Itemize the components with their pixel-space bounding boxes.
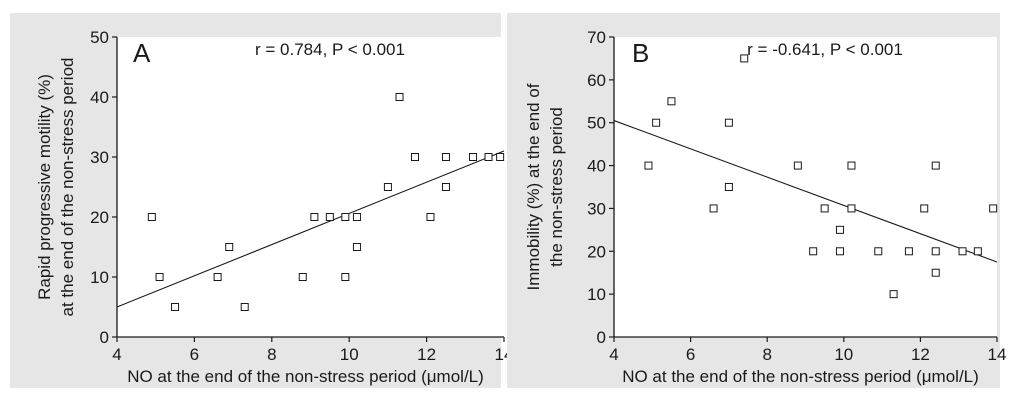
y-axis-label: the non-stress period bbox=[547, 107, 566, 267]
data-point bbox=[724, 118, 733, 127]
data-point bbox=[171, 303, 180, 311]
y-tick-label: 30 bbox=[90, 148, 109, 167]
x-tick-label: 6 bbox=[190, 345, 199, 364]
plot-area bbox=[614, 37, 997, 337]
data-point bbox=[352, 213, 361, 221]
y-tick-label: 20 bbox=[90, 208, 109, 227]
x-tick-label: 8 bbox=[762, 345, 771, 364]
data-point bbox=[904, 247, 913, 256]
data-point bbox=[298, 273, 307, 281]
y-tick-label: 60 bbox=[587, 71, 606, 90]
data-point bbox=[740, 54, 749, 63]
data-point bbox=[920, 204, 929, 213]
regression-line bbox=[613, 120, 998, 263]
data-point bbox=[989, 204, 998, 213]
data-point bbox=[931, 247, 940, 256]
data-point bbox=[889, 290, 898, 299]
x-tick-label: 4 bbox=[112, 345, 121, 364]
data-point bbox=[441, 183, 450, 191]
y-tick-label: 0 bbox=[597, 328, 606, 347]
y-tick-label: 50 bbox=[587, 114, 606, 133]
correlation-annotation: r = 0.784, P < 0.001 bbox=[255, 40, 405, 59]
data-point bbox=[213, 273, 222, 281]
correlation-annotation: r = -0.641, P < 0.001 bbox=[747, 40, 903, 59]
data-point bbox=[325, 213, 334, 221]
y-axis-label: Rapid progressive motility (%) bbox=[35, 74, 54, 300]
data-point bbox=[809, 247, 818, 256]
data-point bbox=[667, 97, 676, 106]
regression-line bbox=[116, 150, 505, 308]
y-axis-label: Immobility (%) at the end of bbox=[524, 83, 543, 290]
data-point bbox=[973, 247, 982, 256]
data-point bbox=[496, 153, 505, 161]
panel-label: B bbox=[632, 38, 649, 68]
data-point bbox=[793, 161, 802, 170]
data-point bbox=[820, 204, 829, 213]
y-tick-label: 70 bbox=[587, 28, 606, 47]
chart-panel-b: 0 10 20 30 40 50 60 70 4 6 8 10 12 14 NO at the end of… bbox=[507, 13, 1006, 388]
x-tick-label: 6 bbox=[686, 345, 695, 364]
data-point bbox=[341, 213, 350, 221]
x-tick-label: 8 bbox=[267, 345, 276, 364]
data-point bbox=[383, 183, 392, 191]
x-axis-label: NO at the end of the non-stress period (… bbox=[622, 367, 979, 386]
data-point bbox=[352, 243, 361, 251]
data-point bbox=[847, 161, 856, 170]
y-tick-label: 50 bbox=[90, 28, 109, 47]
data-point bbox=[847, 204, 856, 213]
x-tick-label: 14 bbox=[988, 345, 1007, 364]
y-tick-label: 30 bbox=[587, 199, 606, 218]
data-point bbox=[484, 153, 493, 161]
y-tick-label: 20 bbox=[587, 242, 606, 261]
x-tick-label: 12 bbox=[911, 345, 930, 364]
data-point bbox=[931, 161, 940, 170]
data-point bbox=[652, 118, 661, 127]
data-point bbox=[426, 213, 435, 221]
data-point bbox=[835, 247, 844, 256]
data-point bbox=[709, 204, 718, 213]
y-tick-label: 10 bbox=[90, 268, 109, 287]
data-point bbox=[310, 213, 319, 221]
data-point bbox=[155, 273, 164, 281]
y-axis-label: at the end of the non-stress period bbox=[58, 58, 77, 317]
data-point bbox=[341, 273, 350, 281]
x-axis-label: NO at the end of the non-stress period (… bbox=[127, 367, 484, 386]
data-point bbox=[958, 247, 967, 256]
y-tick-label: 40 bbox=[587, 157, 606, 176]
data-point bbox=[395, 93, 404, 101]
data-point bbox=[147, 213, 156, 221]
data-point bbox=[225, 243, 234, 251]
plot-area bbox=[117, 37, 504, 337]
data-point bbox=[835, 225, 844, 234]
y-tick-label: 0 bbox=[100, 328, 109, 347]
y-tick-label: 40 bbox=[90, 88, 109, 107]
data-point bbox=[240, 303, 249, 311]
data-point bbox=[874, 247, 883, 256]
x-tick-label: 4 bbox=[609, 345, 618, 364]
y-tick-label: 10 bbox=[587, 285, 606, 304]
x-tick-label: 10 bbox=[834, 345, 853, 364]
data-point bbox=[441, 153, 450, 161]
panel-label: A bbox=[133, 38, 151, 68]
data-point bbox=[931, 268, 940, 277]
data-point bbox=[410, 153, 419, 161]
data-point bbox=[724, 183, 733, 191]
x-tick-label: 10 bbox=[340, 345, 359, 364]
data-point bbox=[644, 161, 653, 170]
data-point bbox=[469, 153, 478, 161]
x-tick-label: 12 bbox=[417, 345, 436, 364]
